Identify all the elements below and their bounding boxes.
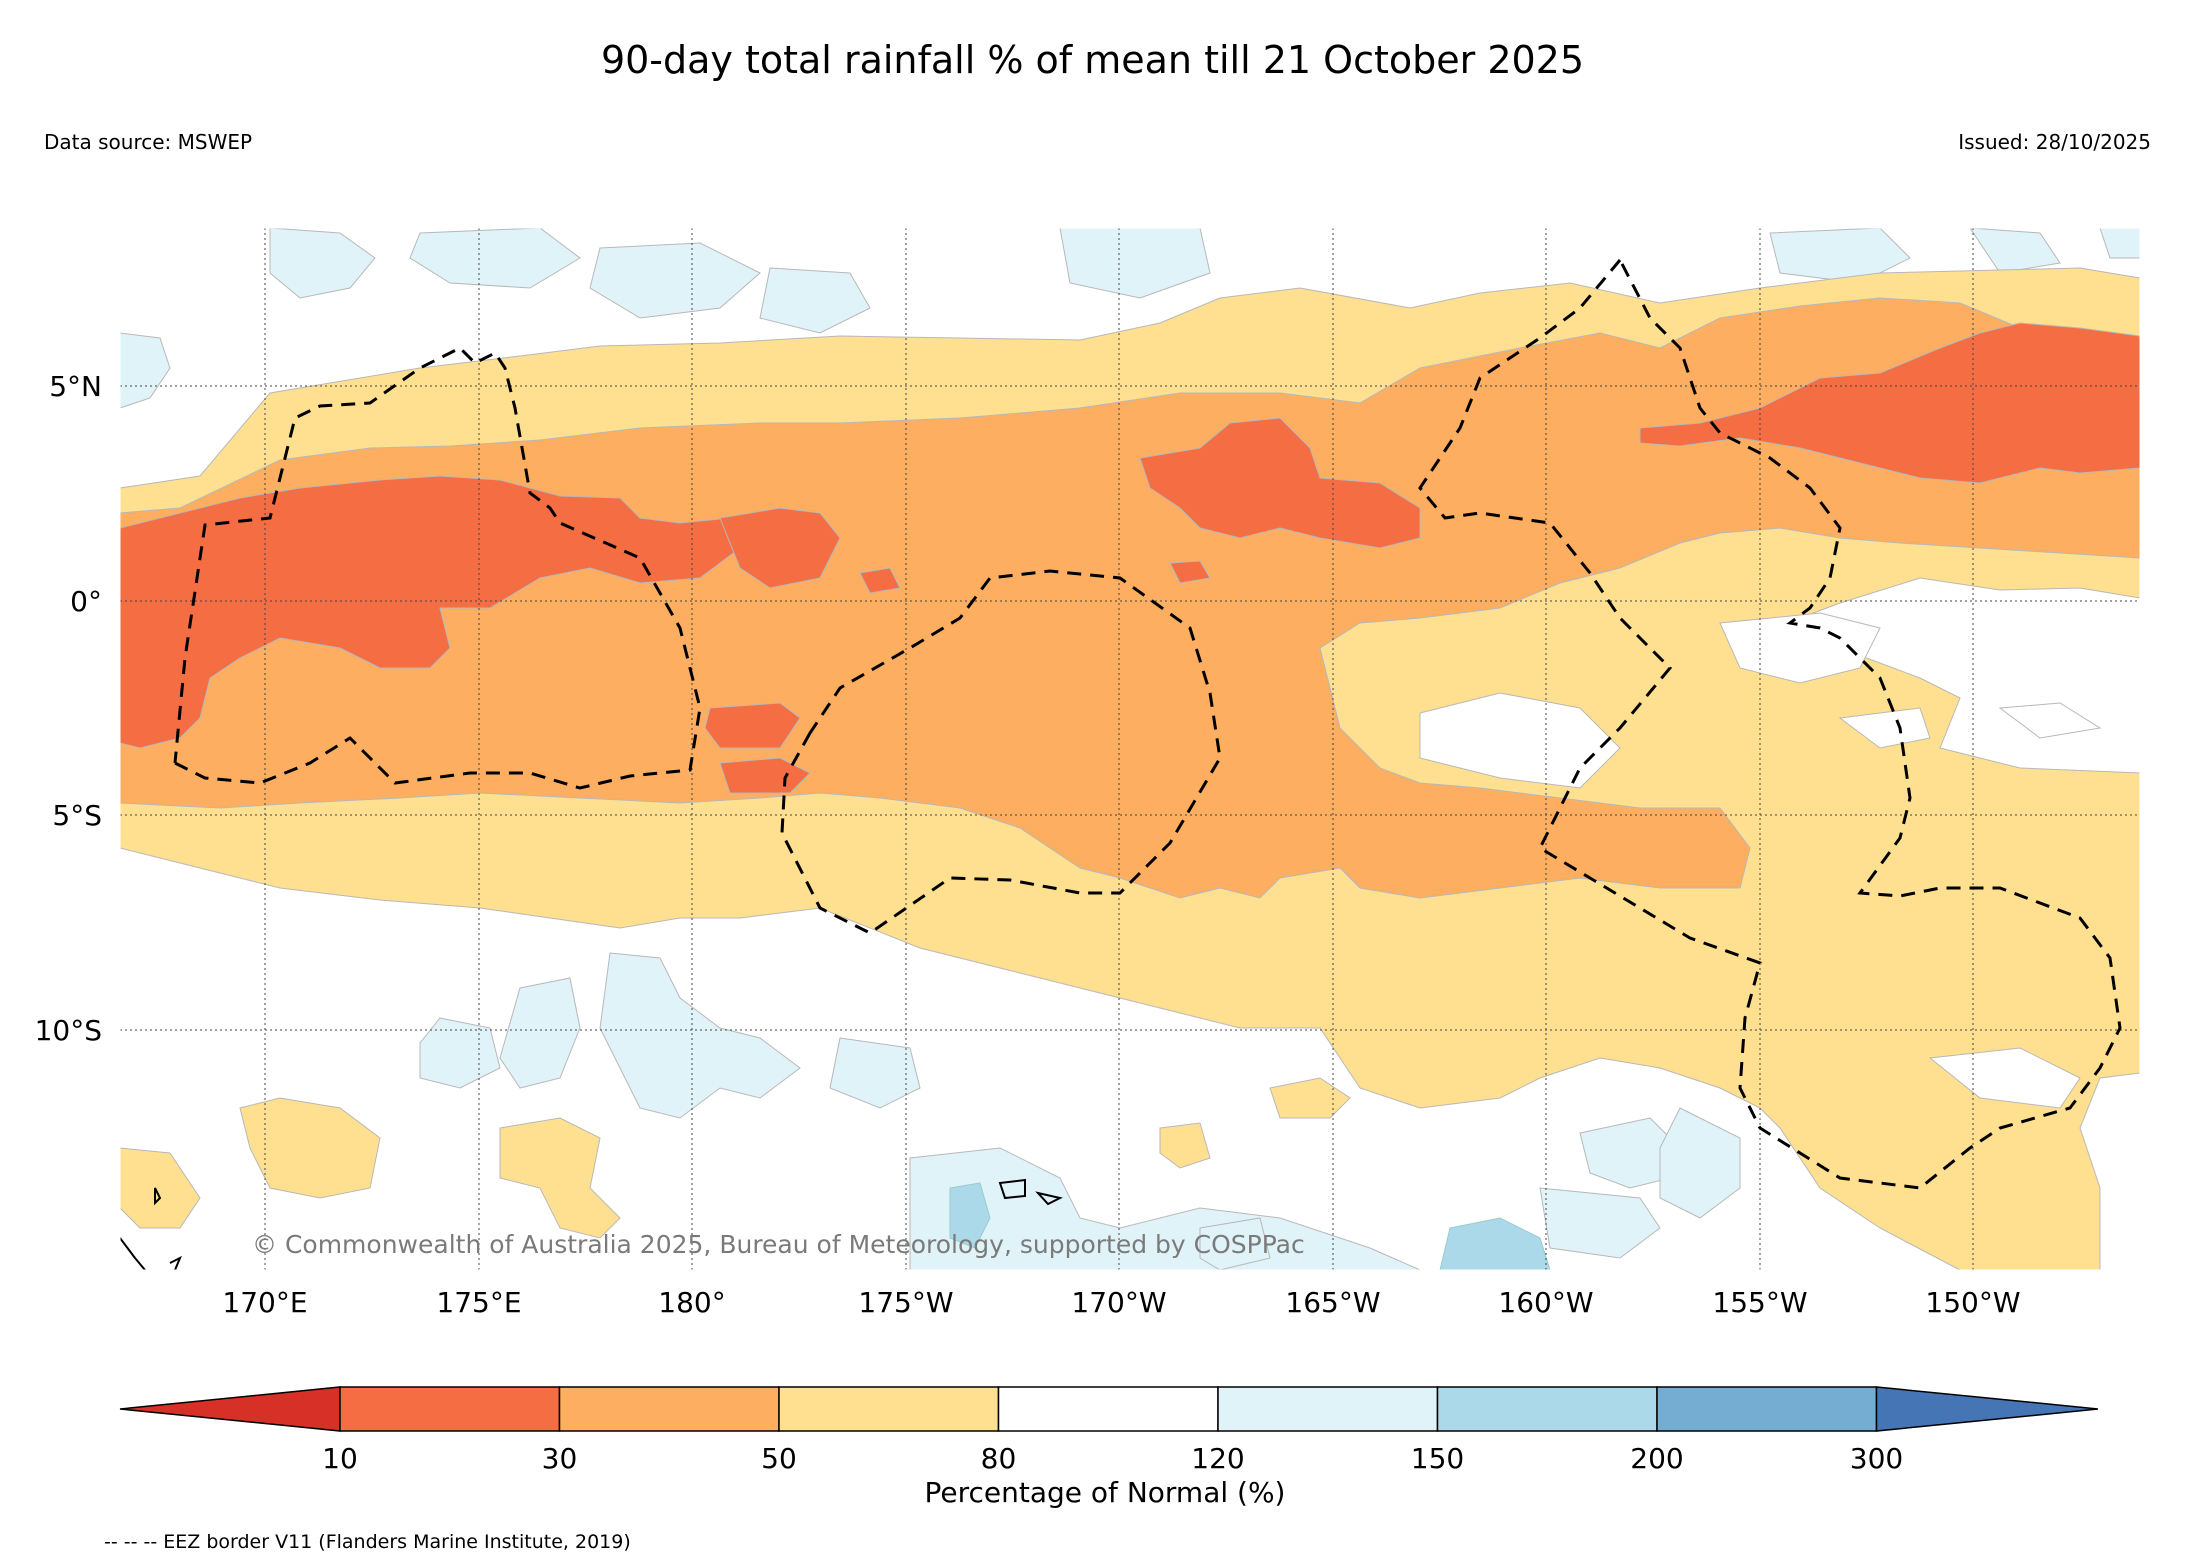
dry-patch — [239, 1097, 381, 1199]
dry-core — [1139, 417, 1421, 549]
wet-150-200-regions — [949, 1182, 1551, 1270]
near-normal-holes — [1339, 612, 2102, 1109]
colorbar-tick-label: 10 — [322, 1442, 358, 1475]
wet-patch — [1969, 228, 2061, 274]
island-outline — [998, 1178, 1026, 1200]
colorbar-segment — [778, 1386, 1000, 1432]
island-outline — [1035, 1191, 1063, 1206]
wet-patch — [759, 267, 871, 334]
dry-patch — [1269, 1077, 1351, 1119]
data-source: Data source: MSWEP — [44, 130, 253, 154]
graticule — [120, 228, 2140, 1270]
eez-borders — [173, 259, 2122, 1190]
eez-border-tokelau — [780, 569, 1222, 935]
lon-label: 150°W — [1925, 1286, 2021, 1319]
wet-patch — [1659, 1107, 1741, 1219]
lon-label: 175°E — [436, 1286, 522, 1319]
colorbar-tick-label: 120 — [1191, 1442, 1245, 1475]
wet-patch — [599, 952, 801, 1119]
dry-30-50-region — [120, 297, 2140, 899]
island-outline — [154, 1187, 162, 1206]
dry-core — [120, 475, 741, 749]
dry-core — [719, 757, 811, 794]
wet-patch — [1769, 228, 1911, 284]
wet-patch — [909, 1147, 1421, 1270]
islands — [120, 1178, 1063, 1270]
colorbar-segment — [1217, 1386, 1439, 1432]
wet-patch — [419, 1017, 501, 1089]
wet-patch — [499, 977, 581, 1089]
dry-patch — [120, 1147, 201, 1229]
copyright-notice: © Commonwealth of Australia 2025, Bureau… — [252, 1230, 1305, 1259]
lon-label: 165°W — [1285, 1286, 1381, 1319]
wet-patch — [589, 242, 761, 319]
wet-patch — [1059, 228, 1211, 299]
wet-patch — [120, 332, 171, 409]
colorbar-segment — [558, 1386, 780, 1432]
eez-border-line-islands — [1418, 259, 2122, 1190]
issued-date: Issued: 28/10/2025 — [1958, 130, 2151, 154]
island-outline — [169, 1255, 182, 1270]
lon-label: 175°W — [858, 1286, 954, 1319]
lat-label-5s: 5°S — [52, 799, 102, 832]
colorbar-tick-label: 50 — [761, 1442, 797, 1475]
wet-patch — [1439, 1217, 1551, 1270]
colorbar-title: Percentage of Normal (%) — [924, 1476, 1286, 1509]
wet-patch — [269, 228, 376, 299]
lon-label: 180° — [658, 1286, 726, 1319]
colorbar-tick-label: 80 — [980, 1442, 1017, 1475]
dry-core — [704, 702, 801, 749]
wet-patch — [949, 1182, 991, 1249]
dry-patch — [1159, 1122, 1211, 1169]
colorbar-segment — [997, 1386, 1219, 1432]
colorbar-tick-label: 200 — [1630, 1442, 1684, 1475]
lon-label: 155°W — [1712, 1286, 1808, 1319]
dry-core — [1639, 322, 2140, 484]
colorbar-extend-high — [1875, 1386, 2098, 1432]
dry-patch — [499, 1117, 621, 1239]
dry-10-30-regions — [120, 322, 2140, 794]
map-title: 90-day total rainfall % of mean till 21 … — [600, 38, 1585, 82]
lon-label: 170°E — [222, 1286, 308, 1319]
wet-patch — [1539, 1187, 1661, 1259]
colorbar-segment — [1436, 1386, 1658, 1432]
wet-patch — [829, 1037, 921, 1109]
colorbar-segment — [1656, 1386, 1878, 1432]
dry-core — [1169, 560, 1211, 584]
lon-label: 170°W — [1071, 1286, 1167, 1319]
island-outline — [120, 1237, 146, 1270]
eez-legend-note: -- -- -- EEZ border V11 (Flanders Marine… — [104, 1531, 631, 1553]
colorbar-tick-label: 300 — [1849, 1442, 1904, 1475]
colorbar-tick-label: 150 — [1410, 1442, 1465, 1475]
colorbar-segment — [339, 1386, 561, 1432]
lat-label-10s: 10°S — [34, 1014, 102, 1047]
dry-core — [719, 507, 841, 589]
wet-patch — [1199, 1217, 1271, 1270]
colorbar-tick-label: 30 — [541, 1442, 578, 1475]
wet-120-150-regions — [120, 228, 2140, 1270]
lat-label-equator: 0° — [70, 585, 102, 618]
colorbar-extend-low — [119, 1386, 341, 1432]
wet-patch — [2099, 228, 2140, 259]
dry-core — [859, 567, 901, 594]
rainfall-map — [120, 228, 2140, 1270]
dry-50-80-patches — [120, 1077, 1351, 1239]
lon-label: 160°W — [1498, 1286, 1594, 1319]
eez-border-kiribati-gilberts — [173, 346, 702, 790]
lat-label-5n: 5°N — [49, 370, 102, 403]
colorbar — [119, 1386, 2098, 1432]
wet-patch — [409, 228, 581, 289]
